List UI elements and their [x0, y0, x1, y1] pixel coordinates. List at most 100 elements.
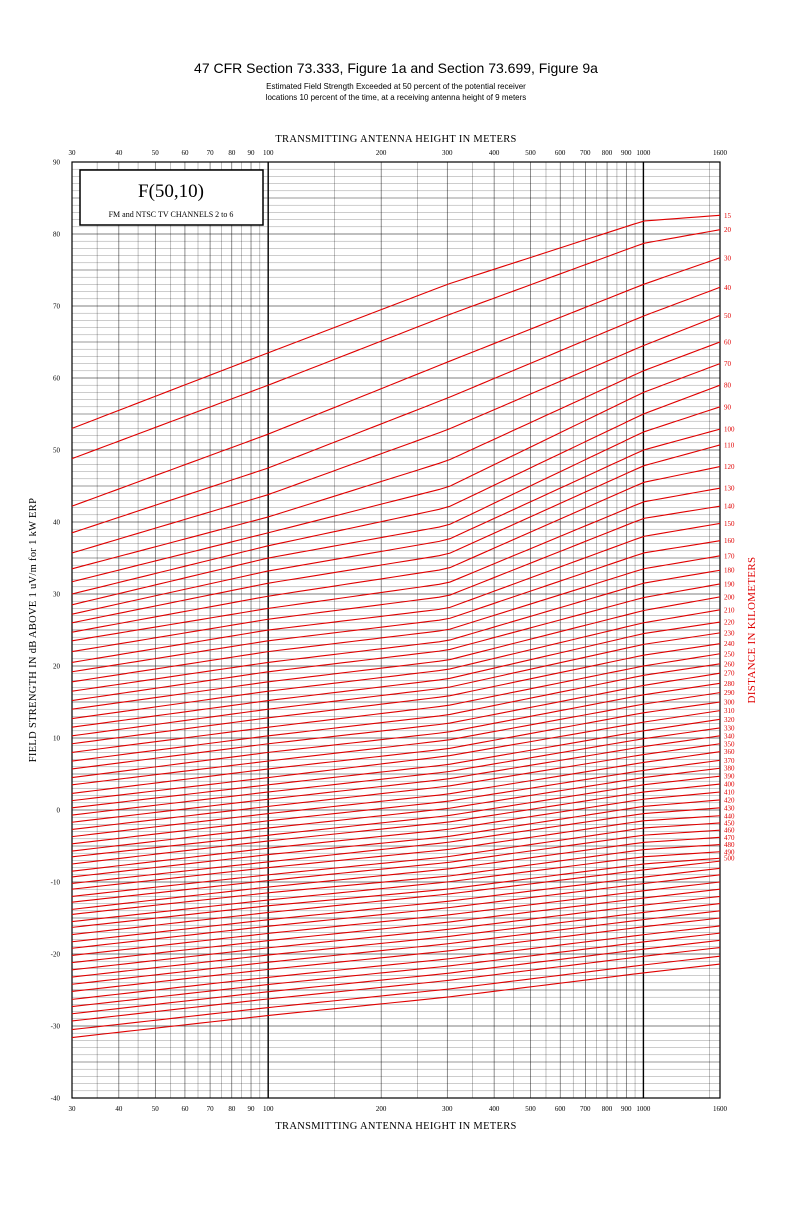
distance-curve-260: [71, 663, 721, 762]
distance-curve-490: [71, 851, 721, 923]
distance-label: 320: [724, 716, 735, 724]
distance-curve-330: [71, 727, 721, 816]
distance-label: 430: [724, 804, 735, 812]
distance-label: 40: [724, 284, 732, 292]
distance-curve-unlabeled: [71, 910, 721, 985]
distance-label: 300: [724, 699, 735, 707]
distance-curve-240: [71, 643, 721, 745]
distance-label: 290: [724, 689, 735, 697]
distance-label: 240: [724, 640, 735, 648]
distance-curve-360: [71, 751, 721, 838]
x-tick-label-top: 90: [248, 149, 256, 157]
distance-curve-unlabeled: [71, 867, 721, 943]
distance-curve-120: [71, 466, 721, 633]
distance-label: 190: [724, 580, 735, 588]
distance-curve-460: [71, 829, 721, 903]
distance-curve-unlabeled: [71, 895, 721, 971]
page-title: 47 CFR Section 73.333, Figure 1a and Sec…: [194, 60, 598, 76]
distance-labels: 15 20 30 40 50 60 70 80 90 100 110 120 130 140 150 160 1…: [724, 212, 735, 863]
distance-label: 470: [724, 834, 735, 842]
distance-curve-unlabeled: [71, 955, 721, 1031]
distance-label: 140: [724, 503, 735, 511]
distance-curve-500: [71, 857, 721, 928]
x-tick-labels-bottom: 30 40 50 60 70 80 90 100 200 300 400 500 600 700 800 90…: [69, 1105, 728, 1113]
distance-curve-210: [71, 609, 721, 720]
y-tick-labels: -40 -30 -20 -10 0 10 20 30 40 50 60 70 80 90: [51, 159, 61, 1103]
x-tick-labels-top: 30 40 50 60 70 80 90 100 200 300 400 500 600 700 800 90…: [69, 149, 728, 157]
distance-curve-90: [71, 406, 721, 606]
distance-curve-350: [71, 743, 721, 830]
x-tick-label-top: 80: [228, 149, 236, 157]
x-tick-label-bottom: 300: [442, 1105, 453, 1113]
distance-label: 420: [724, 796, 735, 804]
x-tick-label-bottom: 200: [376, 1105, 387, 1113]
x-tick-label-bottom: 700: [580, 1105, 591, 1113]
distance-curve-40: [71, 286, 721, 534]
distance-label: 110: [724, 441, 735, 449]
distance-curve-200: [71, 596, 721, 710]
distance-curve-440: [71, 815, 721, 890]
distance-label: 100: [724, 426, 735, 434]
x-tick-label-top: 100: [263, 149, 274, 157]
distance-label: 460: [724, 827, 735, 835]
distance-curve-320: [71, 718, 721, 809]
distance-curve-480: [71, 844, 721, 915]
distance-label: 90: [724, 403, 732, 411]
x-axis-title-top: TRANSMITTING ANTENNA HEIGHT IN METERS: [275, 134, 516, 145]
distance-curve-250: [71, 653, 721, 753]
x-tick-label-top: 400: [489, 149, 500, 157]
distance-curve-100: [71, 428, 721, 615]
distance-label: 220: [724, 619, 735, 627]
distance-label: 160: [724, 537, 735, 545]
y-tick-label: 90: [53, 159, 61, 167]
distance-label: 400: [724, 781, 735, 789]
distance-label: 330: [724, 724, 735, 732]
distance-curve-50: [71, 314, 721, 554]
y-tick-label: 70: [53, 303, 61, 311]
distance-curve-unlabeled: [71, 874, 721, 949]
distance-curve-70: [71, 363, 721, 583]
distance-label: 260: [724, 660, 735, 668]
distance-curve-unlabeled: [71, 939, 721, 1015]
y-tick-label: 10: [53, 735, 61, 743]
distance-curve-unlabeled: [71, 963, 721, 1039]
plot-frame: [71, 161, 721, 1099]
distance-curve-180: [71, 569, 721, 692]
y-tick-label: 60: [53, 375, 61, 383]
distance-label: 80: [724, 382, 732, 390]
legend-box: F(50,10) FM and NTSC TV CHANNELS 2 to 6: [79, 169, 264, 226]
distance-curve-30: [71, 257, 721, 507]
minor-grid: [72, 162, 720, 1098]
distance-curve-450: [71, 822, 721, 897]
distance-label: 230: [724, 629, 735, 637]
distance-curve-unlabeled: [71, 917, 721, 992]
distance-label: 50: [724, 312, 732, 320]
distance-label: 490: [724, 848, 735, 856]
x-tick-label-bottom: 800: [602, 1105, 613, 1113]
distance-axis-title: DISTANCE IN KILOMETERS: [746, 557, 758, 704]
x-tick-label-top: 40: [115, 149, 123, 157]
distance-label: 310: [724, 707, 735, 715]
distance-curve-230: [71, 632, 721, 737]
distance-label: 370: [724, 757, 735, 765]
distance-curve-80: [71, 384, 721, 595]
distance-label: 170: [724, 552, 735, 560]
distance-curve-430: [71, 807, 721, 884]
subtitle-line-1: Estimated Field Strength Exceeded at 50 …: [266, 82, 526, 91]
x-tick-label-top: 600: [555, 149, 566, 157]
distance-label: 150: [724, 520, 735, 528]
distance-label: 390: [724, 773, 735, 781]
distance-curve-400: [71, 783, 721, 865]
x-tick-label-bottom: 40: [115, 1105, 123, 1113]
x-tick-label-top: 800: [602, 149, 613, 157]
x-tick-label-bottom: 80: [228, 1105, 236, 1113]
distance-curve-160: [71, 540, 721, 673]
distance-curve-unlabeled: [71, 932, 721, 1008]
distance-curve-380: [71, 767, 721, 852]
distance-curve-15: [71, 214, 721, 429]
x-tick-label-bottom: 90: [248, 1105, 256, 1113]
y-tick-label: 30: [53, 591, 61, 599]
x-tick-label-top: 700: [580, 149, 591, 157]
distance-curve-190: [71, 583, 721, 702]
